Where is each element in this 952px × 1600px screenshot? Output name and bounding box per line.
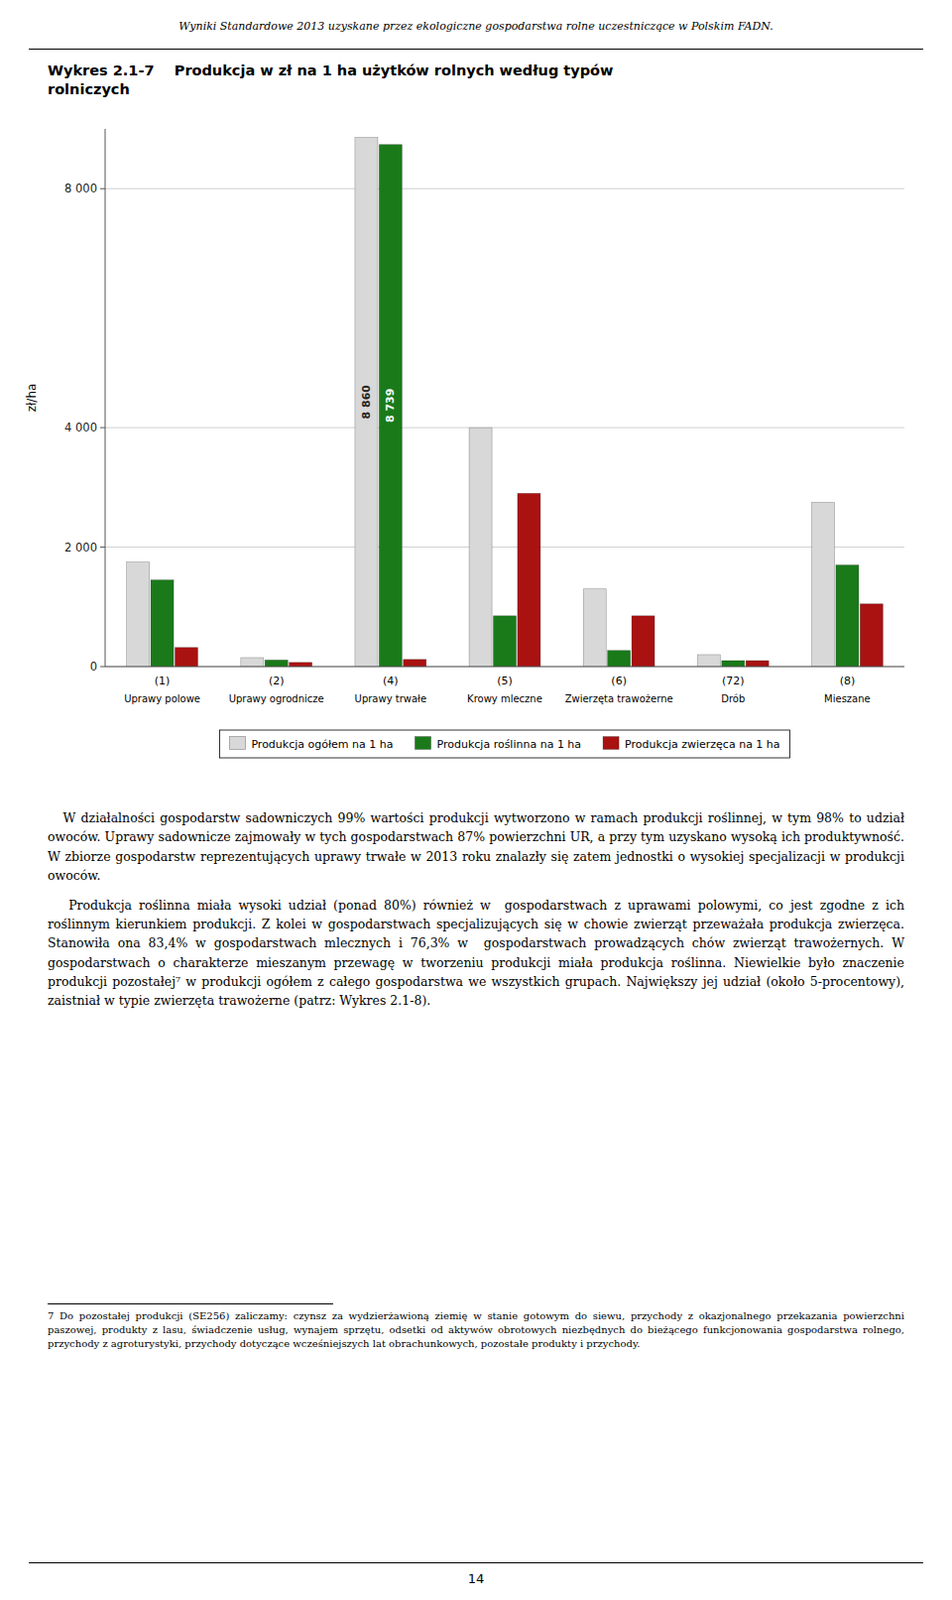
bar [835, 565, 859, 667]
y-tick [100, 666, 106, 668]
footnote-rule [47, 1303, 334, 1305]
figure-label: Wykres 2.1-7 [47, 62, 155, 79]
grid-line [105, 546, 905, 548]
bar [174, 647, 198, 667]
grid-line [105, 188, 905, 190]
category-label: Uprawy trwałe [355, 693, 428, 705]
data-label: 8 739 [383, 388, 397, 423]
data-label: 8 860 [359, 384, 373, 420]
bar [403, 659, 427, 667]
category-label: Uprawy polowe [123, 693, 201, 705]
bar [289, 662, 313, 667]
x-axis-line [105, 666, 905, 668]
bar [745, 660, 769, 667]
y-tick-label: 2 000 [64, 540, 98, 555]
bar [469, 427, 492, 667]
category-label: Krowy mleczne [467, 693, 543, 705]
bar [812, 501, 835, 667]
bars [126, 136, 884, 667]
bar [240, 657, 264, 667]
bar [150, 580, 174, 667]
legend-swatch [415, 736, 432, 750]
legend-label: Produkcja ogółem na 1 ha [250, 737, 393, 751]
paragraph: Produkcja roślinna miała wysoki udział (… [47, 895, 905, 1011]
bar [355, 136, 378, 667]
bar [721, 660, 745, 667]
grid-line [105, 427, 905, 429]
legend-swatch [602, 736, 619, 750]
y-tick [100, 546, 106, 548]
category-code: (4) [382, 674, 399, 688]
y-axis-line [105, 128, 107, 667]
bar [697, 654, 720, 667]
bar [126, 562, 150, 667]
bar [631, 615, 655, 667]
category-code: (5) [496, 674, 513, 688]
paragraph: W działalności gospodarstw sadowniczych … [47, 808, 905, 886]
bar [583, 589, 606, 667]
legend: Produkcja ogółem na 1 ha Produkcja roślin… [219, 729, 790, 758]
footer-rule [28, 1561, 924, 1563]
category-label: Mieszane [824, 693, 871, 705]
category-code: (72) [721, 674, 745, 688]
category-code: (8) [839, 674, 856, 688]
category-label: Uprawy ogrodnicze [229, 693, 325, 705]
category-code: (2) [268, 674, 285, 688]
y-axis-label: zł/ha [24, 383, 39, 413]
bar [492, 615, 516, 667]
page-header: Wyniki Standardowe 2013 uzyskane przez e… [28, 19, 924, 33]
footnote: 7 Do pozostałej produkcji (SE256) zalicz… [47, 1309, 905, 1351]
y-tick-label: 4 000 [64, 420, 98, 435]
grid-line [105, 666, 905, 668]
bar [859, 603, 883, 667]
category-code: (6) [610, 674, 627, 688]
category-label: Drób [720, 693, 745, 705]
y-tick [100, 427, 106, 429]
page-number: 14 [0, 1570, 952, 1586]
category-label: Zwierzęta trawożerne [565, 693, 674, 705]
y-tick [100, 188, 106, 190]
bar [517, 492, 541, 667]
bar [607, 650, 631, 667]
y-tick-label: 0 [90, 659, 98, 674]
category-code: (1) [154, 674, 171, 688]
header-rule [28, 48, 924, 50]
legend-label: Produkcja zwierzęca na 1 ha [624, 737, 780, 751]
legend-swatch [229, 736, 245, 750]
bar-chart: 0 2 000 4 000 8 000 8 860 8 739 (1) Uprawy polo… [0, 111, 952, 806]
body-text: W działalności gospodarstw sadowniczych … [47, 808, 905, 1021]
legend-label: Produkcja roślinna na 1 ha [437, 737, 583, 751]
bar [378, 144, 402, 667]
legend-frame [219, 729, 790, 758]
y-tick-label: 8 000 [64, 181, 98, 196]
chart-title: Wykres 2.1-7 Produkcja w zł na 1 ha użyt… [47, 61, 921, 100]
bar [264, 659, 288, 667]
